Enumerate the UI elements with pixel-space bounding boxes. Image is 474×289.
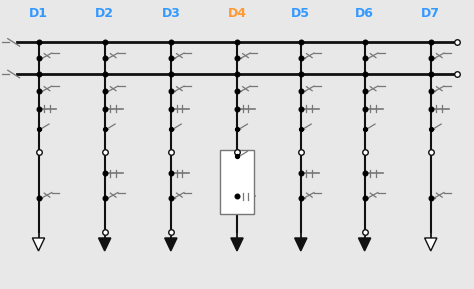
Polygon shape xyxy=(358,238,371,251)
Polygon shape xyxy=(231,238,243,251)
Polygon shape xyxy=(295,238,307,251)
Text: D3: D3 xyxy=(161,7,180,20)
Text: D7: D7 xyxy=(421,7,440,20)
Text: D1: D1 xyxy=(29,7,48,20)
Text: D5: D5 xyxy=(292,7,310,20)
Text: D4: D4 xyxy=(228,7,246,20)
FancyBboxPatch shape xyxy=(220,150,254,214)
Text: D6: D6 xyxy=(355,7,374,20)
Text: D2: D2 xyxy=(95,7,114,20)
Polygon shape xyxy=(164,238,177,251)
Polygon shape xyxy=(32,238,45,251)
Polygon shape xyxy=(425,238,437,251)
Polygon shape xyxy=(99,238,111,251)
